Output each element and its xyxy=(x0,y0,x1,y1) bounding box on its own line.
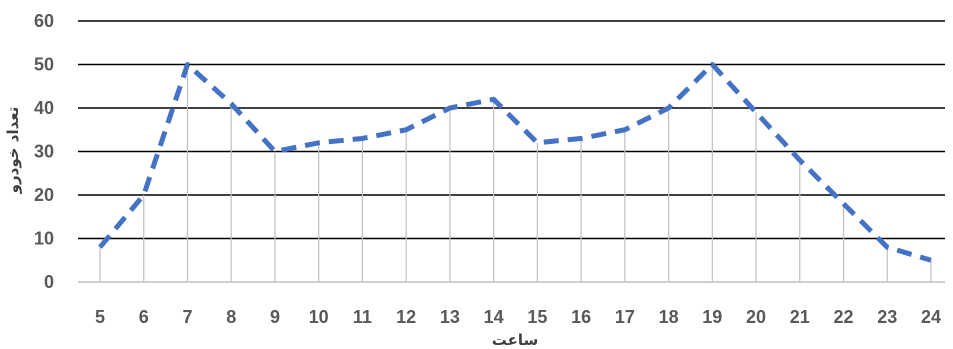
x-tick-label: 13 xyxy=(440,307,460,327)
x-tick-label: 5 xyxy=(95,307,105,327)
drop-lines xyxy=(99,64,932,282)
x-tick-label: 21 xyxy=(790,307,810,327)
x-tick-label: 15 xyxy=(527,307,547,327)
x-tick-label: 23 xyxy=(877,307,897,327)
y-tick-label: 10 xyxy=(34,229,54,249)
y-tick-label: 50 xyxy=(34,55,54,75)
series-layer xyxy=(98,62,932,263)
x-tick-label: 16 xyxy=(571,307,591,327)
x-tick-label: 17 xyxy=(615,307,635,327)
x-tick-label: 12 xyxy=(396,307,416,327)
x-tick-label: 8 xyxy=(226,307,236,327)
y-tick-label: 30 xyxy=(34,142,54,162)
series-line xyxy=(98,62,932,263)
y-axis-title: تعداد خودرو xyxy=(4,107,22,195)
x-tick-label: 10 xyxy=(309,307,329,327)
x-tick-label: 18 xyxy=(659,307,679,327)
x-axis-ticks: 5 6 7 8 9 10 11 12 13 14 15 16 17 18 19 20 21 22 23 24 xyxy=(95,307,941,327)
y-tick-label: 0 xyxy=(44,272,54,292)
x-tick-label: 19 xyxy=(702,307,722,327)
x-tick-label: 11 xyxy=(353,307,372,327)
gridlines xyxy=(78,20,945,283)
x-tick-label: 24 xyxy=(921,307,941,327)
y-tick-label: 40 xyxy=(34,98,54,118)
x-tick-label: 22 xyxy=(834,307,854,327)
y-tick-label: 60 xyxy=(34,11,54,31)
x-tick-label: 20 xyxy=(746,307,766,327)
x-tick-label: 14 xyxy=(484,307,504,327)
x-tick-label: 7 xyxy=(182,307,192,327)
x-axis-title: ساعت xyxy=(492,331,539,349)
y-tick-label: 20 xyxy=(34,185,54,205)
x-tick-label: 6 xyxy=(139,307,149,327)
y-axis-ticks: 0 10 20 30 40 50 60 xyxy=(34,11,54,292)
x-tick-label: 9 xyxy=(270,307,280,327)
